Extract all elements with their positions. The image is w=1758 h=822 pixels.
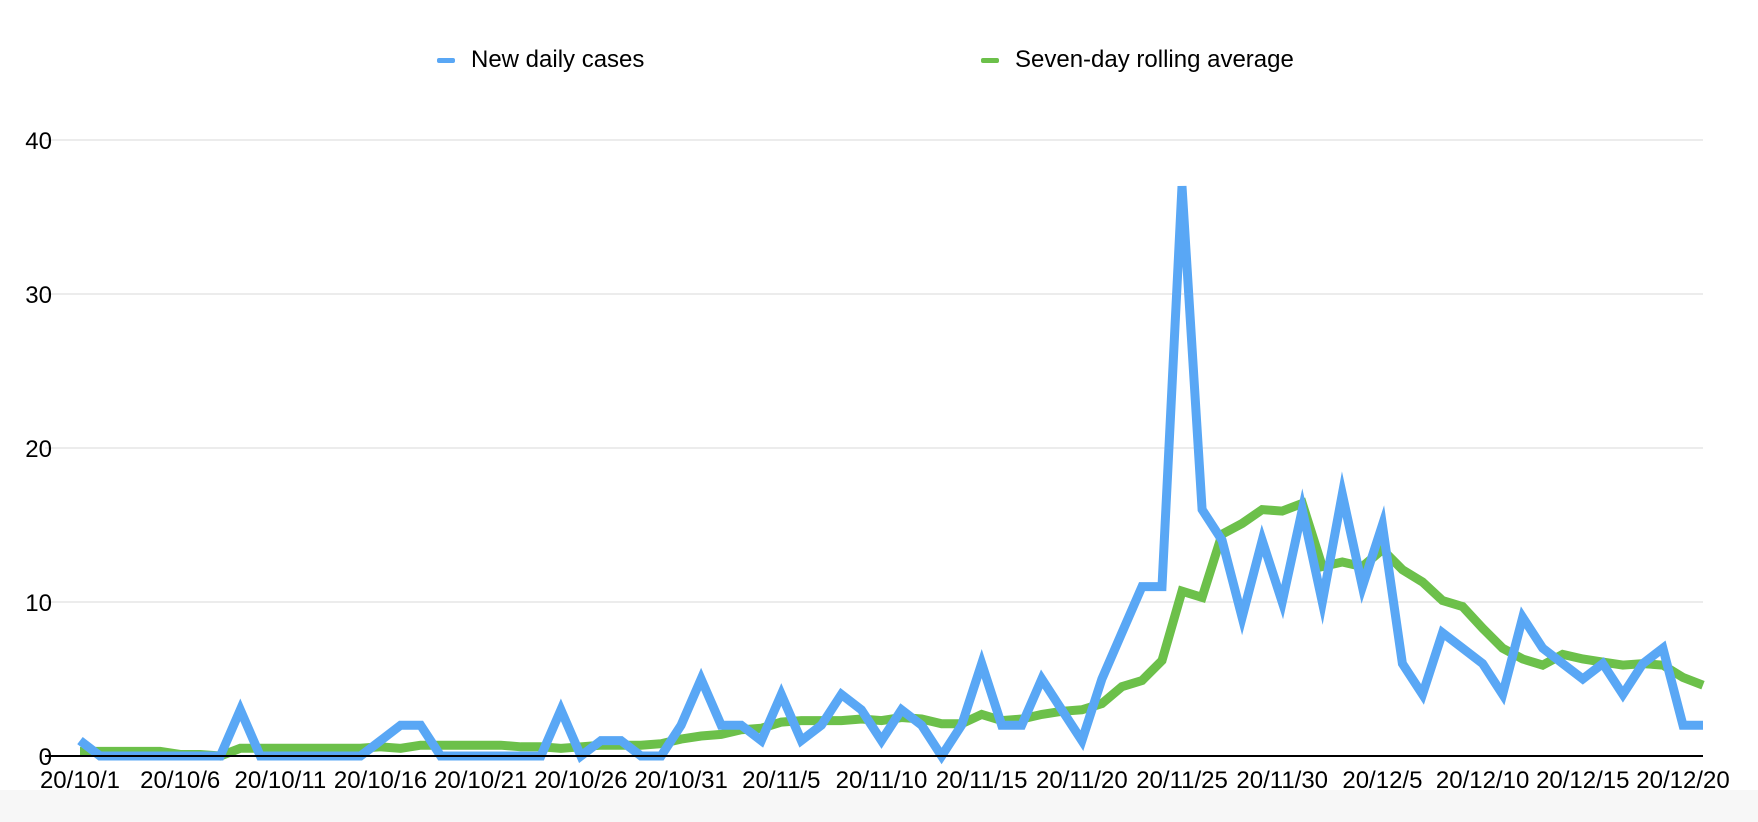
y-tick-label: 30: [25, 282, 52, 309]
x-tick-label: 20/12/5: [1342, 767, 1422, 790]
y-axis-ticks: 0 10 20 30 40: [25, 128, 52, 771]
legend-swatch-new-daily-cases: [437, 57, 455, 63]
x-tick-label: 20/12/10: [1436, 767, 1529, 790]
x-tick-label: 20/12/20: [1636, 767, 1729, 790]
x-tick-label: 20/11/10: [836, 767, 928, 790]
x-tick-label: 20/10/6: [140, 767, 220, 790]
x-tick-label: 20/11/20: [1036, 767, 1128, 790]
gridlines: [45, 139, 1703, 603]
chart-legend: New daily cases Seven-day rolling averag…: [0, 42, 1758, 78]
x-tick-label: 20/10/26: [534, 767, 627, 790]
x-tick-label: 20/10/31: [634, 767, 727, 790]
x-tick-label: 20/12/15: [1536, 767, 1629, 790]
x-tick-label: 20/11/30: [1236, 767, 1328, 790]
series-layer: [77, 185, 1705, 765]
y-tick-label: 40: [25, 128, 52, 155]
line-chart: 0 10 20 30 40 20/10/1 20/10/6 20/10/11 20/10/16…: [25, 128, 1730, 790]
x-tick-label: 20/10/1: [40, 767, 120, 790]
x-tick-label: 20/10/11: [235, 767, 327, 790]
legend-item-seven-day-average: Seven-day rolling average: [981, 42, 1294, 78]
y-tick-label: 0: [39, 744, 52, 771]
legend-item-new-daily-cases: New daily cases: [437, 42, 644, 78]
x-axis-ticks: 20/10/1 20/10/6 20/10/11 20/10/16 20/10/21 20…: [40, 767, 1730, 790]
y-tick-label: 20: [25, 436, 52, 463]
legend-swatch-seven-day-average: [981, 57, 999, 63]
legend-label-seven-day-average: Seven-day rolling average: [1015, 46, 1294, 73]
x-tick-label: 20/11/25: [1136, 767, 1228, 790]
series-line-new-daily-cases: [77, 185, 1703, 765]
legend-label-new-daily-cases: New daily cases: [471, 46, 645, 73]
bottom-strip: [0, 790, 1758, 822]
y-tick-label: 10: [25, 590, 52, 617]
x-tick-label: 20/10/16: [334, 767, 427, 790]
x-tick-label: 20/11/5: [742, 767, 820, 790]
x-tick-label: 20/11/15: [936, 767, 1028, 790]
x-tick-label: 20/10/21: [434, 767, 527, 790]
